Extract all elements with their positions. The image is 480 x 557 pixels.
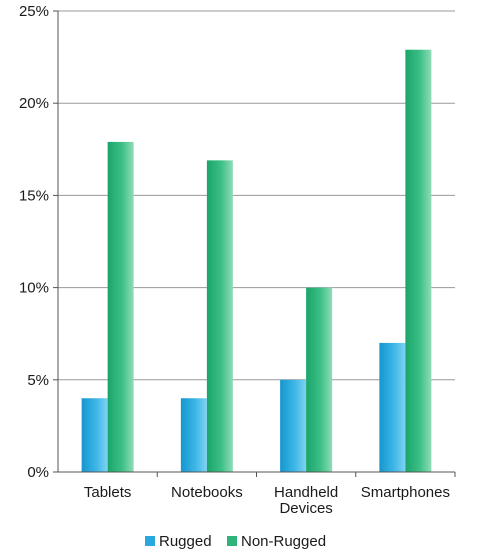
- category-label: Devices: [279, 500, 332, 517]
- category-label: Smartphones: [361, 484, 450, 501]
- bar-non-rugged: [306, 287, 333, 472]
- bar-rugged: [379, 342, 406, 472]
- legend-label: Non-Rugged: [241, 533, 326, 550]
- legend: Rugged Non-Rugged: [145, 533, 326, 550]
- bars: [81, 49, 432, 472]
- legend-swatch: [145, 536, 155, 546]
- bar-rugged: [280, 379, 307, 472]
- bar-non-rugged: [206, 160, 233, 472]
- bar-rugged: [180, 398, 207, 472]
- category-label: Tablets: [84, 484, 132, 501]
- y-tick-label: 20%: [19, 95, 49, 112]
- y-tick-labels: 0% 5% 10% 15% 20% 25%: [19, 3, 49, 481]
- legend-label: Rugged: [159, 533, 212, 550]
- y-tick-label: 5%: [27, 372, 49, 389]
- bar-rugged: [81, 398, 108, 472]
- y-tick-label: 0%: [27, 464, 49, 481]
- bar-non-rugged: [107, 141, 134, 472]
- axes: [57, 11, 456, 477]
- bar-non-rugged: [405, 49, 432, 472]
- category-label: Notebooks: [171, 484, 243, 501]
- y-tick-label: 25%: [19, 3, 49, 20]
- y-tick-label: 10%: [19, 280, 49, 297]
- legend-swatch: [227, 536, 237, 546]
- y-tick-label: 15%: [19, 187, 49, 204]
- category-label: Handheld: [274, 484, 338, 501]
